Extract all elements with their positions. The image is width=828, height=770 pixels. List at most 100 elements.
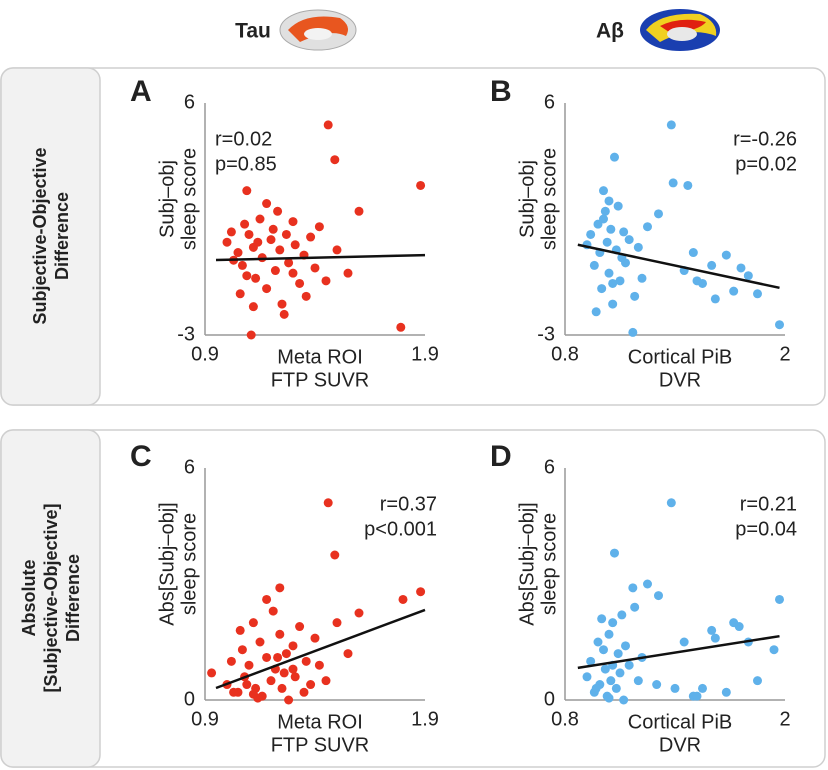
point bbox=[654, 591, 663, 601]
point bbox=[775, 594, 784, 604]
brain-icon bbox=[279, 9, 357, 51]
point bbox=[262, 594, 272, 604]
point bbox=[330, 550, 340, 560]
point bbox=[608, 618, 618, 628]
point bbox=[323, 498, 333, 508]
x-axis-label: DVR bbox=[659, 369, 701, 391]
brain-icon bbox=[640, 9, 720, 51]
point bbox=[637, 273, 647, 283]
point bbox=[266, 676, 276, 686]
point bbox=[633, 242, 643, 252]
point bbox=[692, 691, 702, 701]
point bbox=[610, 152, 619, 162]
annotation: r=0.21 bbox=[740, 493, 797, 515]
point bbox=[262, 284, 272, 294]
x-tick-label: 1.9 bbox=[411, 343, 439, 365]
point bbox=[284, 695, 294, 705]
point bbox=[621, 641, 630, 651]
row-label: Difference bbox=[52, 192, 72, 280]
point bbox=[281, 649, 291, 659]
point bbox=[643, 579, 652, 589]
point bbox=[707, 260, 717, 270]
point bbox=[332, 618, 342, 628]
point bbox=[321, 276, 331, 286]
point bbox=[343, 268, 353, 278]
y-axis-label: Subj–obj bbox=[156, 160, 178, 238]
point bbox=[240, 219, 250, 229]
point bbox=[310, 633, 320, 643]
point bbox=[299, 687, 309, 697]
point bbox=[354, 608, 364, 618]
panel-letter: D bbox=[490, 440, 512, 473]
point bbox=[416, 587, 426, 597]
point bbox=[310, 263, 320, 273]
point bbox=[628, 583, 638, 593]
y-axis-label: sleep score bbox=[538, 513, 560, 615]
point bbox=[314, 222, 324, 232]
point bbox=[670, 683, 680, 693]
column-header: Tau bbox=[235, 20, 271, 43]
point bbox=[654, 209, 663, 219]
point bbox=[600, 664, 610, 674]
point bbox=[692, 276, 702, 286]
point bbox=[666, 498, 676, 508]
point bbox=[586, 229, 596, 239]
x-axis-label: Cortical PiB bbox=[628, 711, 732, 733]
point bbox=[602, 237, 612, 247]
x-axis-label: FTP SUVR bbox=[271, 369, 370, 391]
x-tick-label: 0.9 bbox=[191, 343, 219, 365]
point bbox=[633, 676, 643, 686]
column-header: Aβ bbox=[596, 20, 624, 43]
point bbox=[242, 271, 252, 281]
y-tick-label: -3 bbox=[537, 323, 555, 345]
point bbox=[613, 649, 623, 659]
point bbox=[398, 594, 408, 604]
row-label: [Subjective-Objective] bbox=[41, 503, 61, 692]
row-label: Subjective-Objective bbox=[30, 147, 50, 324]
point bbox=[604, 629, 614, 639]
point bbox=[591, 307, 601, 317]
point bbox=[599, 645, 608, 655]
point bbox=[729, 286, 739, 296]
point bbox=[288, 268, 298, 278]
point bbox=[628, 327, 638, 337]
point bbox=[775, 320, 784, 330]
point bbox=[253, 693, 263, 703]
point bbox=[290, 240, 300, 250]
y-tick-label: -3 bbox=[177, 323, 195, 345]
point bbox=[666, 120, 676, 130]
point bbox=[613, 201, 623, 211]
point bbox=[679, 637, 689, 647]
point bbox=[615, 668, 625, 678]
point bbox=[396, 322, 406, 332]
point bbox=[710, 294, 720, 304]
point bbox=[262, 652, 272, 662]
y-tick-label: 6 bbox=[544, 456, 555, 478]
point bbox=[273, 652, 283, 662]
point bbox=[321, 676, 331, 686]
point bbox=[290, 672, 300, 682]
point bbox=[624, 235, 634, 245]
point bbox=[279, 668, 289, 678]
point bbox=[301, 291, 311, 301]
point bbox=[277, 299, 287, 309]
point bbox=[233, 248, 243, 258]
point bbox=[266, 235, 276, 245]
y-axis-label: sleep score bbox=[178, 148, 200, 250]
row-label-box bbox=[0, 429, 101, 768]
point bbox=[608, 278, 618, 288]
annotation: r=0.02 bbox=[215, 128, 272, 150]
point bbox=[604, 268, 614, 278]
point bbox=[226, 227, 236, 237]
y-axis-label: Subj–obj bbox=[516, 160, 538, 238]
x-axis-label: Cortical PiB bbox=[628, 346, 732, 368]
x-axis-label: Meta ROI bbox=[277, 711, 363, 733]
point bbox=[207, 668, 217, 678]
point bbox=[253, 237, 263, 247]
point bbox=[288, 664, 298, 674]
point bbox=[288, 641, 298, 651]
point bbox=[275, 583, 285, 593]
point bbox=[619, 227, 629, 237]
y-axis-label: Abs[Subj–obj] bbox=[156, 502, 178, 625]
point bbox=[244, 229, 254, 239]
